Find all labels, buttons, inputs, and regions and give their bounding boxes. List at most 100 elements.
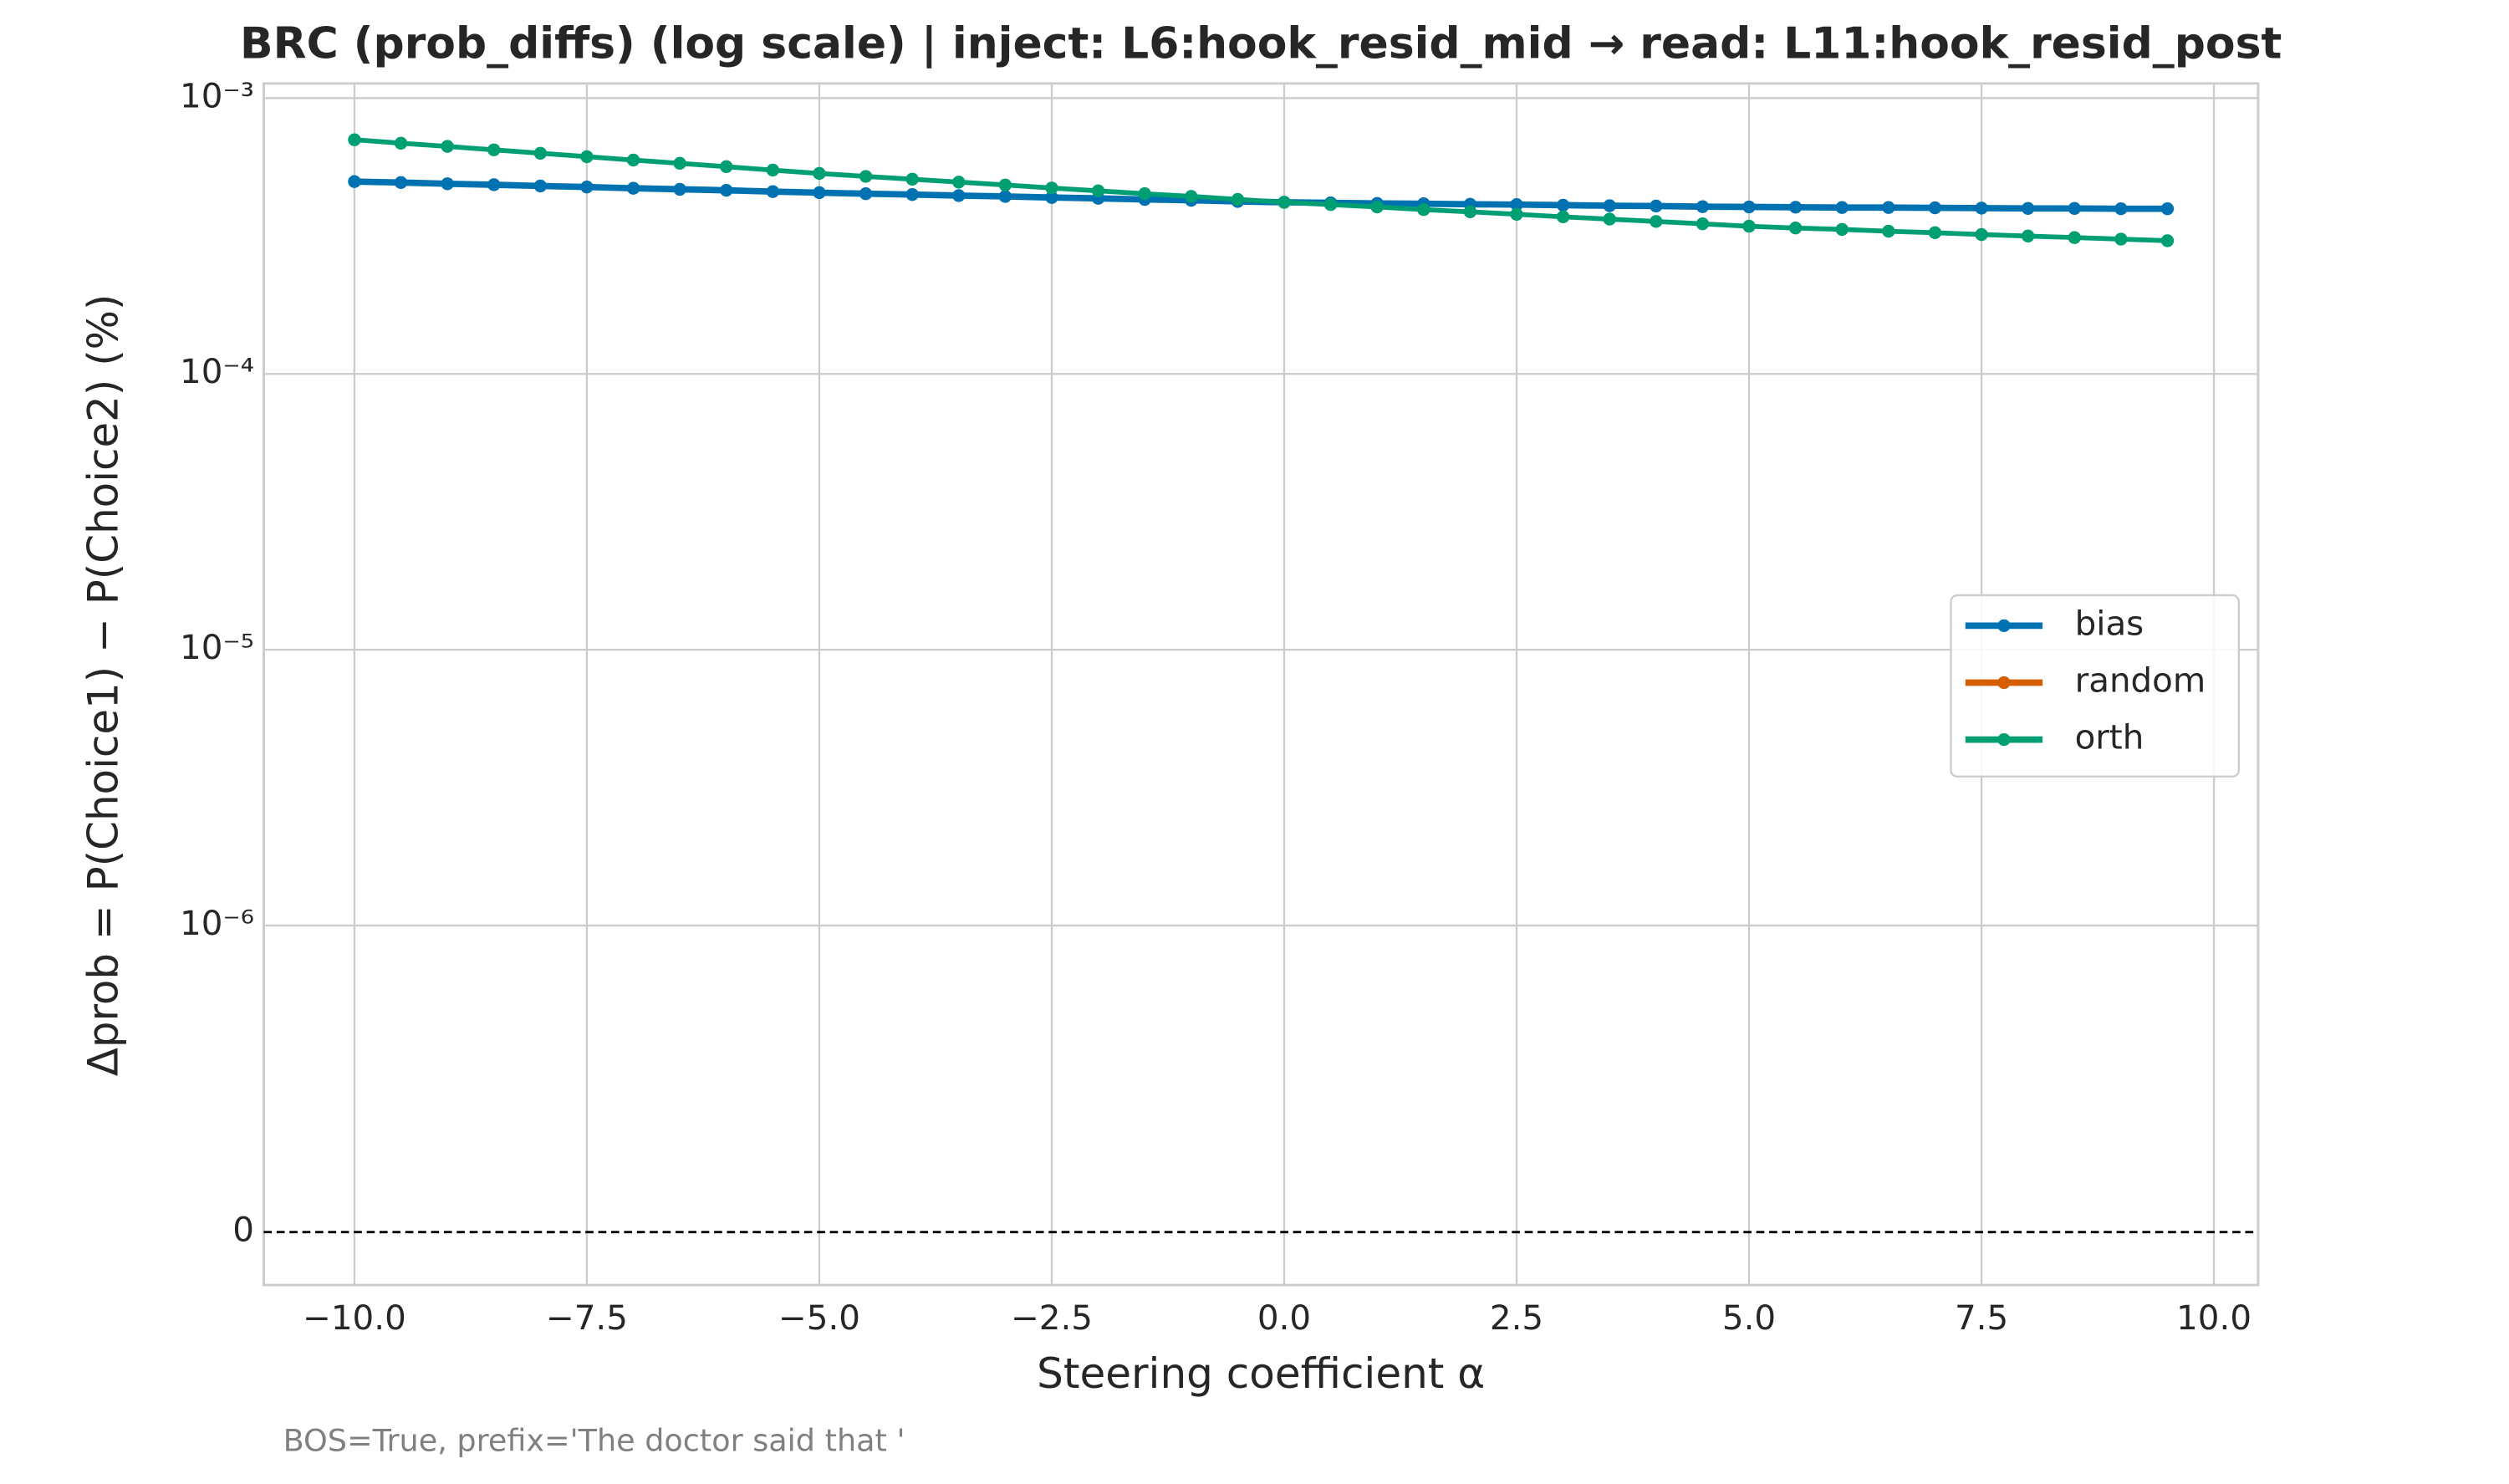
point (1835, 222, 1849, 237)
point (1882, 224, 1895, 238)
point (626, 181, 640, 195)
point (813, 186, 826, 200)
point (1696, 217, 1710, 231)
x-tick-label: −5.0 (778, 1298, 860, 1338)
point (1975, 201, 1988, 215)
point (1882, 201, 1895, 214)
point (1277, 196, 1291, 209)
point (2021, 229, 2035, 243)
x-tick-label: −10.0 (303, 1298, 406, 1338)
point (487, 178, 501, 191)
point (998, 190, 1012, 203)
point (1510, 207, 1523, 221)
point (580, 180, 594, 194)
y-tick-label: 10⁻⁵ (180, 628, 254, 667)
y-axis-label: Δprob = P(Choice1) − P(Choice2) (%) (79, 293, 127, 1076)
point (580, 150, 594, 164)
point (441, 140, 454, 153)
series-line (354, 137, 2168, 243)
point (720, 160, 733, 174)
point (1835, 201, 1849, 214)
point (1045, 191, 1058, 204)
point (394, 176, 408, 190)
y-tick-label: 10⁻⁶ (180, 904, 254, 943)
point (1556, 210, 1570, 224)
point (905, 172, 919, 186)
x-tick-label: −2.5 (1011, 1298, 1093, 1338)
point (1231, 192, 1245, 207)
point (1045, 181, 1058, 195)
point (487, 143, 501, 156)
point (1975, 227, 1988, 242)
point (2160, 234, 2175, 247)
point (2114, 201, 2128, 216)
point (673, 182, 686, 196)
point (1742, 200, 1756, 214)
y-tick-label: 10⁻⁴ (180, 352, 254, 391)
point (813, 166, 826, 181)
point (952, 189, 966, 202)
point (952, 176, 966, 189)
point (2114, 232, 2128, 246)
legend-marker (1997, 732, 2011, 747)
point (1742, 219, 1756, 233)
point (720, 183, 733, 197)
point (533, 179, 548, 193)
legend: bias random orth (1950, 594, 2240, 778)
legend-box (1950, 594, 2240, 778)
point (1138, 187, 1151, 201)
point (673, 156, 686, 171)
point (1417, 203, 1430, 217)
point (2021, 201, 2035, 215)
y-tick-label: 0 (232, 1211, 254, 1250)
point (1650, 199, 1663, 213)
series-line (354, 178, 2168, 212)
legend-label: orth (2075, 718, 2144, 757)
point (533, 146, 548, 160)
x-tick-label: 10.0 (2176, 1298, 2251, 1338)
point (905, 187, 919, 201)
point (1928, 201, 1942, 215)
x-tick-label: 2.5 (1490, 1298, 1543, 1338)
point (859, 170, 873, 183)
point (998, 178, 1012, 191)
point (2068, 231, 2081, 244)
point (1510, 198, 1523, 212)
chart-title: BRC (prob_diffs) (log scale) | inject: L… (240, 19, 2282, 69)
point (766, 185, 780, 198)
point (2160, 201, 2175, 216)
point (1323, 198, 1338, 212)
legend-marker (1997, 619, 2011, 633)
point (1603, 212, 1616, 226)
point (1370, 200, 1384, 214)
point (1928, 226, 1942, 240)
point (348, 175, 361, 188)
point (1603, 199, 1616, 212)
point (626, 153, 640, 167)
point (2068, 201, 2081, 215)
y-tick-label: 10⁻³ (180, 76, 254, 115)
point (1463, 205, 1477, 218)
grid (263, 83, 2258, 1286)
point (1650, 215, 1663, 228)
plot-frame (263, 82, 2260, 1287)
legend-marker (1997, 676, 2011, 690)
x-tick-label: 0.0 (1257, 1298, 1311, 1338)
point (859, 187, 873, 201)
x-tick-label: 7.5 (1955, 1298, 2008, 1338)
legend-label: random (2075, 661, 2206, 701)
point (1185, 190, 1198, 203)
point (1696, 200, 1710, 213)
point (1556, 198, 1570, 212)
point (348, 133, 361, 146)
point (1091, 184, 1105, 197)
point (394, 136, 408, 150)
legend-label: bias (2075, 604, 2144, 643)
footnote: BOS=True, prefix='The doctor said that ' (283, 1423, 905, 1459)
x-tick-label: −7.5 (546, 1298, 628, 1338)
point (766, 163, 780, 177)
x-axis-label: Steering coefficient α (1037, 1349, 1485, 1398)
point (1788, 222, 1803, 235)
